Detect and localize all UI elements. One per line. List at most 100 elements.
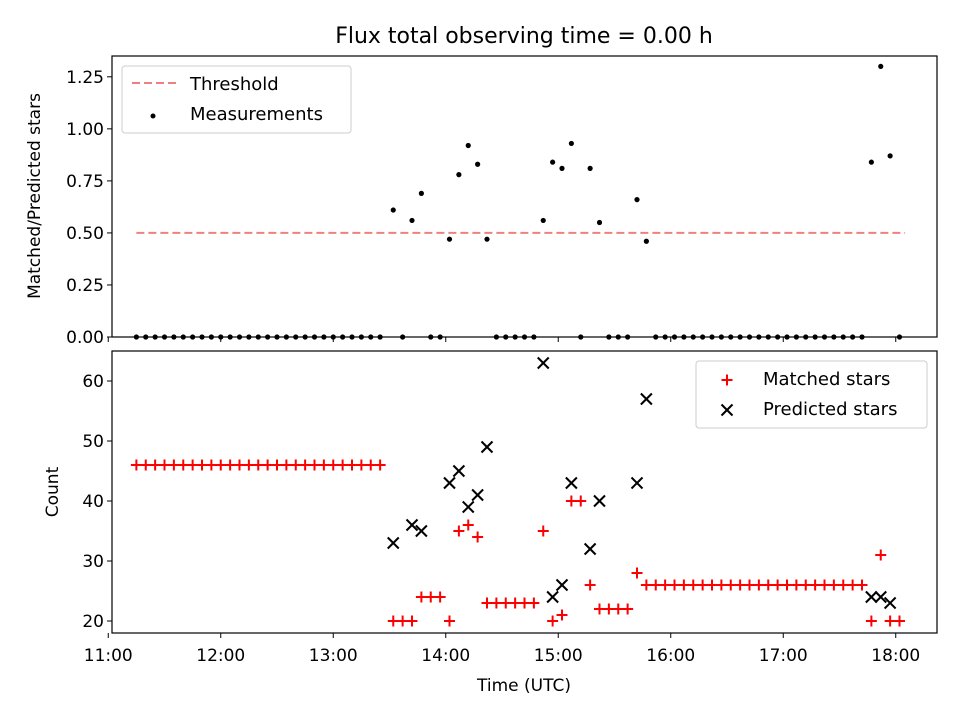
matched-point bbox=[290, 459, 302, 471]
measurement-point bbox=[718, 334, 724, 340]
matched-point bbox=[280, 459, 292, 471]
legend-matched-marker bbox=[721, 374, 733, 386]
measurement-point bbox=[493, 334, 499, 340]
measurement-point bbox=[681, 334, 687, 340]
predicted-point bbox=[640, 392, 653, 406]
cross-b bbox=[874, 590, 887, 604]
predicted-point bbox=[415, 524, 428, 538]
cross-b bbox=[546, 590, 559, 604]
measurement-point bbox=[878, 63, 884, 70]
cross-b bbox=[387, 536, 400, 550]
measurement-point bbox=[218, 334, 224, 340]
measurement-point bbox=[446, 236, 453, 242]
x-tick-label: 16:00 bbox=[646, 646, 695, 666]
matched-point bbox=[318, 459, 330, 471]
measurement-point bbox=[728, 334, 734, 340]
matched-points bbox=[130, 459, 905, 627]
y-tick-label: 50 bbox=[82, 432, 104, 452]
measurement-point bbox=[671, 334, 678, 340]
matched-point bbox=[271, 459, 283, 471]
matched-point bbox=[196, 459, 208, 471]
matched-point bbox=[809, 579, 821, 591]
measurement-point bbox=[775, 334, 781, 340]
measurement-point bbox=[803, 334, 809, 340]
cross-b bbox=[452, 464, 466, 478]
cross-b bbox=[865, 590, 878, 604]
matched-point bbox=[130, 459, 142, 471]
y-tick-label: 0.50 bbox=[66, 224, 104, 244]
measurement-point bbox=[896, 334, 903, 340]
matched-point bbox=[687, 579, 699, 591]
y-tick-label: 1.00 bbox=[66, 120, 104, 140]
matched-point bbox=[865, 615, 877, 627]
matched-point bbox=[734, 579, 746, 591]
matched-point bbox=[884, 615, 896, 627]
measurement-point bbox=[227, 334, 233, 340]
x-tick-label: 18:00 bbox=[871, 646, 920, 666]
measurement-point bbox=[475, 161, 481, 167]
measurement-point bbox=[568, 140, 574, 147]
measurement-point bbox=[606, 334, 612, 340]
measurement-point bbox=[265, 334, 271, 340]
cross-b bbox=[462, 500, 475, 514]
matched-point bbox=[650, 579, 662, 591]
matched-point bbox=[547, 615, 559, 627]
matched-point bbox=[594, 603, 605, 615]
cross-b bbox=[883, 596, 897, 610]
y-tick-label: 60 bbox=[82, 372, 104, 392]
matched-point bbox=[481, 597, 493, 609]
bottom-plot-area bbox=[111, 350, 938, 634]
matched-point bbox=[669, 579, 680, 591]
y-tick-label: 30 bbox=[82, 552, 104, 572]
matched-point bbox=[149, 459, 161, 471]
matched-point bbox=[205, 459, 217, 471]
matched-point bbox=[715, 579, 727, 591]
top-panel: Matched/Predicted stars 0.00 0.25 0.50 0.75… bbox=[25, 55, 938, 348]
measurement-point bbox=[208, 334, 214, 340]
measurement-point bbox=[521, 334, 528, 340]
y-tick-label: 0.25 bbox=[66, 276, 104, 296]
measurement-point bbox=[152, 334, 158, 340]
matched-point bbox=[444, 615, 455, 627]
measurement-point bbox=[456, 172, 462, 178]
matched-point bbox=[262, 459, 274, 471]
matched-point bbox=[753, 579, 765, 591]
matched-point bbox=[678, 579, 690, 591]
legend-predicted-label: Predicted stars bbox=[763, 399, 897, 420]
measurement-point bbox=[180, 334, 186, 340]
matched-point bbox=[894, 615, 905, 627]
measurement-point bbox=[653, 334, 659, 340]
measurement-point bbox=[512, 334, 518, 340]
predicted-point bbox=[865, 590, 878, 604]
predicted-point bbox=[443, 476, 456, 490]
predicted-points bbox=[387, 356, 897, 610]
measurement-point bbox=[793, 334, 799, 340]
cross-b bbox=[537, 356, 550, 370]
measurement-point bbox=[859, 334, 865, 340]
predicted-point bbox=[471, 488, 484, 502]
measurement-point bbox=[559, 165, 565, 171]
measurement-point bbox=[840, 334, 846, 340]
measurement-point bbox=[390, 207, 396, 213]
measurement-point bbox=[199, 334, 205, 340]
matched-point bbox=[744, 579, 755, 591]
matched-point bbox=[875, 549, 887, 561]
matched-point bbox=[631, 567, 643, 579]
matched-point bbox=[800, 579, 812, 591]
matched-point bbox=[434, 591, 446, 603]
cross-b bbox=[443, 476, 456, 490]
predicted-point bbox=[593, 494, 606, 508]
measurement-point bbox=[311, 334, 318, 340]
measurement-point bbox=[161, 334, 168, 340]
cross-b bbox=[405, 518, 419, 532]
measurement-point bbox=[821, 334, 828, 340]
measurement-point bbox=[700, 334, 706, 340]
measurement-point bbox=[615, 334, 621, 340]
measurement-point bbox=[887, 153, 893, 159]
y-tick-label: 20 bbox=[82, 612, 104, 632]
cross-b bbox=[583, 542, 597, 556]
x-tick-label: 15:00 bbox=[534, 646, 583, 666]
cross-b bbox=[415, 524, 428, 538]
matched-point bbox=[837, 579, 849, 591]
